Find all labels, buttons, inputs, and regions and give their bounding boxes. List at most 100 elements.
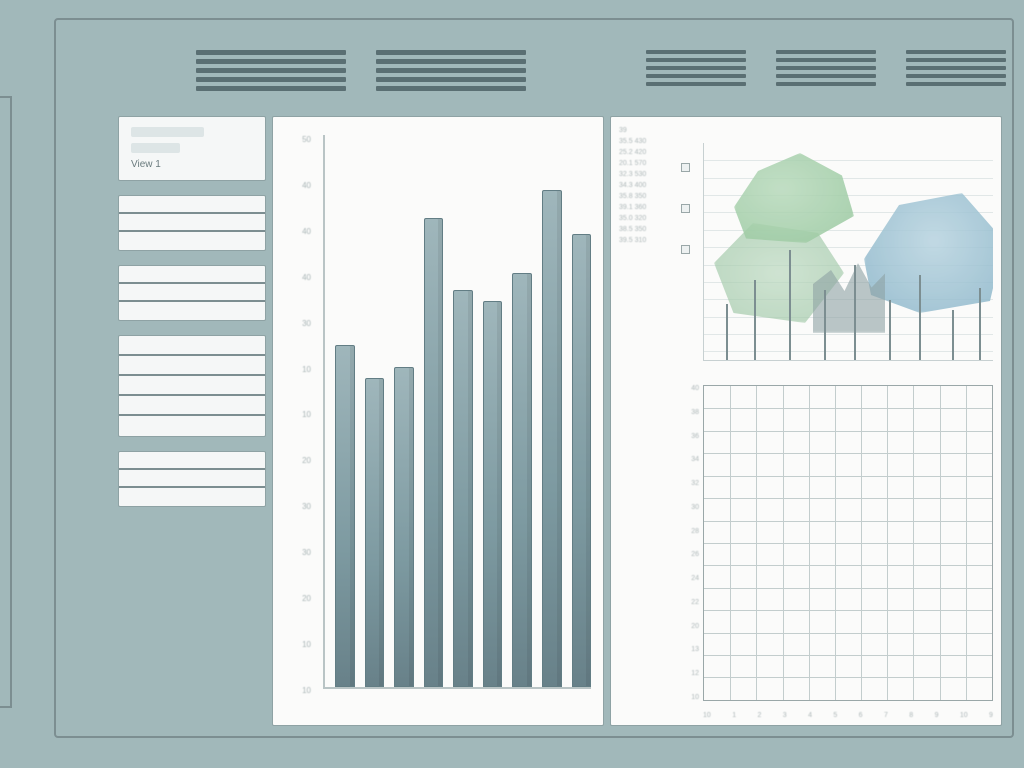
grid-x-axis: 10 1 2 3 4 5 6 7 8 9 10 9 (703, 712, 993, 719)
x-tick: 5 (833, 712, 837, 719)
legend-swatch (681, 163, 690, 172)
vent-cluster-4 (776, 50, 876, 86)
y-tick: 40 (281, 181, 311, 190)
list-item: 34.3 400 (619, 182, 673, 189)
x-tick: 6 (859, 712, 863, 719)
legend-swatches (681, 163, 690, 254)
x-tick: 10 (960, 712, 968, 719)
y-tick: 34 (673, 456, 699, 463)
sidebar-row (119, 356, 265, 376)
legend-swatch (681, 245, 690, 254)
vent-cluster-5 (906, 50, 1006, 86)
bar (335, 345, 355, 687)
y-tick: 40 (281, 273, 311, 282)
sidebar-row (119, 196, 265, 214)
sidebar-row (119, 376, 265, 396)
spike (889, 300, 891, 360)
spike (979, 288, 981, 360)
list-item: 35.0 320 (619, 215, 673, 222)
y-tick: 13 (673, 646, 699, 653)
x-tick: 1 (732, 712, 736, 719)
x-tick: 9 (989, 712, 993, 719)
list-item: 38.5 350 (619, 226, 673, 233)
spike (854, 265, 856, 360)
y-tick: 20 (281, 456, 311, 465)
list-item: 39.5 310 (619, 237, 673, 244)
y-tick: 30 (281, 548, 311, 557)
sidebar-block-2[interactable] (118, 265, 266, 321)
x-tick: 4 (808, 712, 812, 719)
sidebar-block-1[interactable] (118, 195, 266, 251)
list-item: 32.3 530 (619, 171, 673, 178)
bar (365, 378, 385, 687)
bar (483, 301, 503, 687)
sidebar-card[interactable]: View 1 (118, 116, 266, 181)
sidebar-row (119, 266, 265, 284)
x-tick: 7 (884, 712, 888, 719)
dashboard-frame: View 1 (54, 18, 1014, 738)
right-list: 39 35.5 430 25.2 420 20.1 570 32.3 530 3… (619, 127, 673, 244)
x-tick: 8 (909, 712, 913, 719)
y-tick: 36 (673, 433, 699, 440)
vent-cluster-2 (376, 50, 526, 91)
y-tick: 10 (281, 686, 311, 695)
y-tick: 38 (673, 409, 699, 416)
sidebar-card-line (131, 127, 204, 137)
bar-chart-panel: 50 40 40 40 30 10 10 20 30 30 20 10 10 (272, 116, 604, 726)
bar (572, 234, 592, 687)
y-tick: 32 (673, 480, 699, 487)
y-tick: 26 (673, 551, 699, 558)
list-item: 35.5 430 (619, 138, 673, 145)
y-tick: 40 (281, 227, 311, 236)
grid-chart (703, 385, 993, 701)
y-tick: 12 (673, 670, 699, 677)
sidebar-row (119, 232, 265, 250)
sidebar-card-line (131, 143, 180, 153)
x-tick: 2 (757, 712, 761, 719)
list-item: 20.1 570 (619, 160, 673, 167)
y-tick: 10 (281, 410, 311, 419)
sidebar-row (119, 336, 265, 356)
bar-chart-plot (323, 135, 591, 689)
x-tick: 3 (783, 712, 787, 719)
y-tick: 30 (281, 319, 311, 328)
y-tick: 20 (281, 594, 311, 603)
y-tick: 28 (673, 528, 699, 535)
vent-cluster-1 (196, 50, 346, 91)
sidebar-row (119, 470, 265, 488)
sidebar-row (119, 452, 265, 470)
spike (789, 250, 791, 360)
vent-cluster-3 (646, 50, 746, 86)
frame-left-edge (0, 96, 12, 708)
y-tick: 10 (281, 365, 311, 374)
y-tick: 30 (673, 504, 699, 511)
sidebar-row (119, 214, 265, 232)
spike (726, 304, 728, 360)
spike (824, 290, 826, 360)
sidebar: View 1 (118, 116, 266, 726)
spike (919, 275, 921, 360)
spike (952, 310, 954, 360)
bar-chart-y-axis: 50 40 40 40 30 10 10 20 30 30 20 10 10 (281, 135, 311, 695)
x-tick: 10 (703, 712, 711, 719)
bar (542, 190, 562, 687)
list-item: 39.1 360 (619, 204, 673, 211)
y-tick: 40 (673, 385, 699, 392)
sidebar-block-3[interactable] (118, 335, 266, 437)
panel-row: View 1 (118, 116, 1002, 726)
sidebar-row (119, 396, 265, 416)
y-tick: 10 (281, 640, 311, 649)
sidebar-row (119, 284, 265, 302)
y-tick: 22 (673, 599, 699, 606)
sidebar-card-label: View 1 (131, 159, 253, 170)
sidebar-row (119, 488, 265, 506)
bar (512, 273, 532, 687)
grid-y-axis: 40 38 36 34 32 30 28 26 24 22 20 13 12 1… (673, 385, 699, 701)
x-tick: 9 (935, 712, 939, 719)
sidebar-row (119, 302, 265, 320)
y-tick: 10 (673, 694, 699, 701)
y-tick: 50 (281, 135, 311, 144)
bar (453, 290, 473, 687)
sidebar-block-4[interactable] (118, 451, 266, 507)
legend-swatch (681, 204, 690, 213)
